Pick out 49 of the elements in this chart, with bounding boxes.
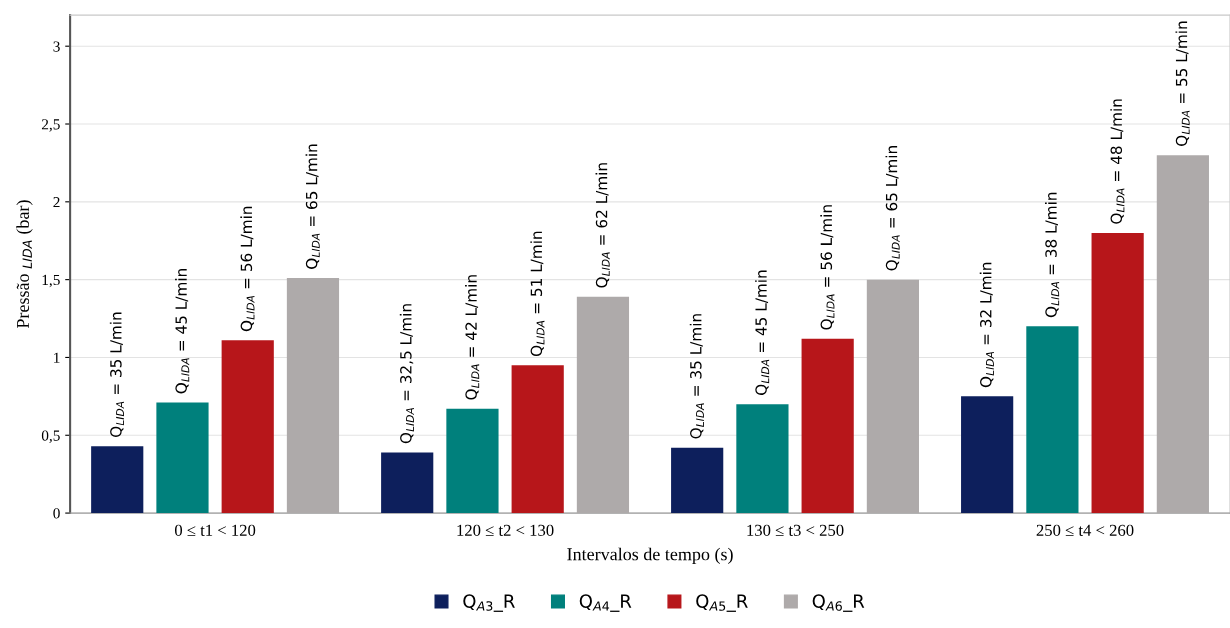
annotation: Q$_{LIDA}$ = 51 L/min bbox=[530, 231, 545, 357]
bar bbox=[736, 404, 789, 514]
annotation: Q$_{LIDA}$ = 32 L/min bbox=[979, 262, 994, 388]
bar bbox=[91, 446, 144, 514]
bar bbox=[576, 296, 630, 514]
bar bbox=[221, 340, 274, 514]
legend-label: Q$_{A5}$_R bbox=[696, 594, 748, 612]
annotation: Q$_{LIDA}$ = 65 L/min bbox=[885, 146, 900, 271]
annotation: Q$_{LIDA}$ = 45 L/min bbox=[175, 269, 190, 394]
bar bbox=[381, 452, 434, 514]
x-tick-label: 0 ≤ t1 < 120 bbox=[174, 524, 256, 536]
bar bbox=[446, 408, 499, 514]
annotation: Q$_{LIDA}$ = 48 L/min bbox=[1110, 99, 1125, 224]
y-axis-title: Pressão $_{LIDA}$ (bar) bbox=[16, 200, 33, 329]
annotation: Q$_{LIDA}$ = 38 L/min bbox=[1045, 192, 1060, 318]
legend-label: Q$_{A6}$_R bbox=[812, 594, 865, 612]
bar bbox=[286, 278, 340, 514]
legend-label: Q$_{A4}$_R bbox=[579, 594, 632, 612]
bar bbox=[961, 396, 1014, 514]
annotation: Q$_{LIDA}$ = 42 L/min bbox=[465, 275, 480, 400]
y-tick-label: 0,5 bbox=[41, 430, 60, 443]
annotation: Q$_{LIDA}$ = 35 L/min bbox=[689, 314, 704, 439]
bar bbox=[1026, 326, 1079, 514]
bar bbox=[866, 279, 919, 514]
x-tick-label: 250 ≤ t4 < 260 bbox=[1036, 524, 1134, 536]
bar bbox=[1156, 155, 1209, 514]
annotation: Q$_{LIDA}$ = 65 L/min bbox=[305, 144, 320, 269]
y-tick-label: 2,5 bbox=[41, 119, 60, 132]
x-tick-label: 120 ≤ t2 < 130 bbox=[457, 524, 554, 536]
annotation: Q$_{LIDA}$ = 32,5 L/min bbox=[399, 304, 414, 444]
annotation: Q$_{LIDA}$ = 56 L/min bbox=[820, 205, 835, 330]
y-tick-label: 0 bbox=[53, 508, 60, 519]
y-tick-label: 1 bbox=[54, 352, 60, 363]
annotation: Q$_{LIDA}$ = 56 L/min bbox=[240, 206, 255, 332]
annotation: Q$_{LIDA}$ = 35 L/min bbox=[109, 312, 124, 437]
y-tick-label: 3 bbox=[53, 41, 60, 52]
bar bbox=[156, 402, 209, 514]
legend-label: Q$_{A3}$_R bbox=[463, 594, 515, 612]
bar bbox=[671, 447, 724, 514]
annotation: Q$_{LIDA}$ = 62 L/min bbox=[595, 163, 610, 288]
annotation: Q$_{LIDA}$ = 55 L/min bbox=[1175, 21, 1190, 146]
x-tick-label: 130 ≤ t3 < 250 bbox=[747, 524, 844, 536]
x-axis-title: Intervalos de tempo (s) bbox=[567, 547, 733, 565]
bar bbox=[801, 338, 854, 514]
bar bbox=[1091, 232, 1144, 514]
annotation: Q$_{LIDA}$ = 45 L/min bbox=[755, 270, 770, 395]
bar bbox=[511, 365, 564, 514]
y-tick-label: 2 bbox=[53, 197, 60, 208]
y-tick-label: 1,5 bbox=[42, 274, 60, 288]
